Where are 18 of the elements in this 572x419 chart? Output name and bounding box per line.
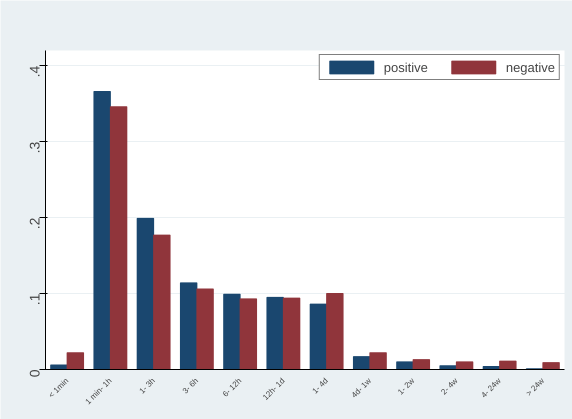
- x-tick-label: 4- 24w: [479, 376, 503, 400]
- x-tick-label: 1- 4d: [310, 376, 330, 396]
- legend-label: negative: [506, 60, 555, 74]
- x-tick-label: 4d- 1w: [350, 376, 374, 400]
- x-tick-label: 1 min- 1h: [84, 376, 114, 406]
- x-tick-label: 1- 3h: [138, 376, 157, 396]
- y-tick-label: 0: [26, 369, 42, 378]
- y-tick-label: .2: [26, 217, 42, 230]
- x-tick-label: 6- 12h: [220, 376, 244, 399]
- x-tick-label: 3- 6h: [180, 376, 200, 396]
- y-tick-label: .4: [26, 65, 42, 78]
- x-tick-label: 1- 2w: [396, 376, 416, 397]
- y-tick-label: .3: [26, 141, 42, 154]
- x-tick-label: > 24w: [524, 376, 546, 398]
- x-tick-label: 2- 4w: [439, 376, 460, 397]
- legend-label: positive: [384, 60, 428, 74]
- y-tick-label: .1: [26, 293, 42, 306]
- x-tick-label: 12h- 1d: [261, 376, 287, 402]
